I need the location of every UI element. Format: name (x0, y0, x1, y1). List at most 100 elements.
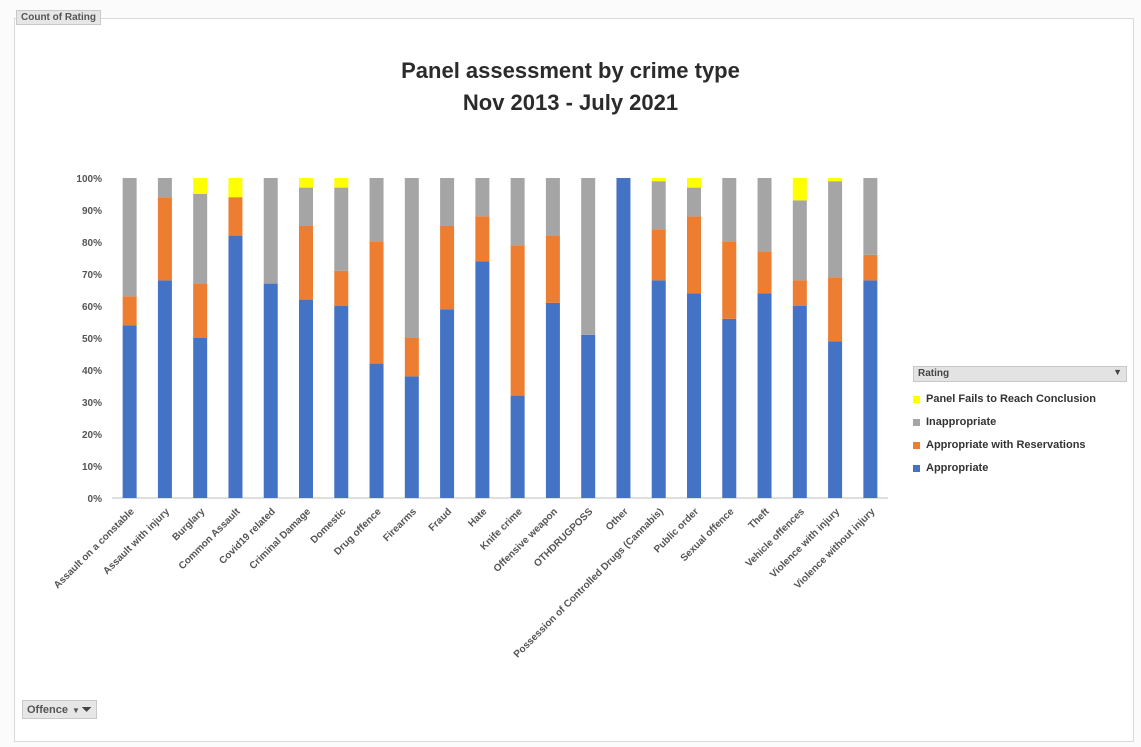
bar-segment (193, 283, 208, 338)
bar-segment (157, 280, 172, 498)
axis-field-label: Offence (27, 704, 68, 716)
bar-segment (828, 341, 843, 498)
bar-segment (440, 309, 455, 498)
bar-segment (228, 235, 243, 498)
legend-swatch (913, 464, 920, 472)
bar-segment (687, 187, 701, 217)
dropdown-arrow-icon: ▼ (71, 706, 80, 715)
bar-segment (157, 197, 172, 281)
x-tick-label: Offensive weapon (492, 506, 560, 574)
legend-title: Rating (918, 368, 950, 379)
bar-segment (687, 293, 701, 498)
filter-icon: ⏷ (81, 702, 92, 716)
y-tick-label: 50% (82, 334, 102, 345)
legend-label: Appropriate with Reservations (926, 439, 1086, 451)
bar-segment (687, 216, 701, 294)
chart-title: Panel assessment by crime type (401, 58, 740, 83)
x-tick-label: Firearms (381, 506, 419, 544)
y-tick-label: 30% (82, 398, 102, 409)
bar-segment (722, 178, 737, 242)
legend-label: Appropriate (926, 462, 989, 474)
x-tick-label: Assault with injury (101, 506, 172, 577)
chart-subtitle: Nov 2013 - July 2021 (462, 90, 679, 115)
x-tick-label: Theft (747, 506, 773, 532)
bar-segment (757, 293, 772, 498)
bar-segment (369, 178, 384, 242)
legend-item: Panel Fails to Reach Conclusion (913, 393, 1127, 405)
legend-field-button[interactable]: Rating ▼ (913, 366, 1127, 382)
bar-segment (122, 325, 137, 498)
y-tick-label: 70% (82, 270, 102, 281)
bar-segment (404, 178, 419, 338)
legend-item: Appropriate (913, 462, 1127, 474)
bar-segment (792, 280, 807, 306)
y-tick-label: 60% (82, 302, 102, 313)
bar-segment (263, 283, 278, 498)
bar-segment (299, 226, 313, 300)
x-tick-label: Burglary (170, 506, 207, 543)
bar-segment (404, 376, 419, 498)
x-tick-label: Fraud (427, 506, 454, 533)
bar-segment (157, 178, 172, 198)
bar-segment (863, 178, 878, 255)
bar-segment (263, 178, 278, 284)
bar-segment (687, 178, 701, 188)
legend-swatch (913, 395, 920, 403)
legend-items: Panel Fails to Reach Conclusion Inappropr… (913, 393, 1127, 474)
y-tick-label: 20% (82, 430, 102, 441)
y-tick-label: 80% (82, 238, 102, 249)
bar-segment (334, 306, 349, 498)
legend-item: Appropriate with Reservations (913, 439, 1127, 451)
legend-label: Panel Fails to Reach Conclusion (926, 393, 1096, 405)
bar-segment (792, 178, 807, 201)
bar-segment (475, 178, 490, 217)
legend: Rating ▼ Panel Fails to Reach Conclusion I… (913, 366, 1127, 474)
bar-segment (722, 242, 737, 319)
x-tick-label: Violence with injury (768, 506, 842, 580)
bar-segment (475, 261, 490, 498)
x-tick-label: Hate (466, 506, 489, 529)
bar-segment (722, 318, 737, 498)
dropdown-arrow-icon: ▼ (1113, 367, 1122, 377)
bar-segment (616, 178, 631, 498)
value-field-button[interactable]: Count of Rating (16, 10, 101, 25)
bar-segment (545, 302, 560, 498)
bar-segment (299, 178, 313, 188)
bar-segment (369, 363, 384, 498)
bar-segment (299, 187, 313, 226)
bar-segment (757, 178, 772, 252)
bar-segment (334, 187, 349, 271)
y-tick-label: 10% (82, 462, 102, 473)
bar-segment (510, 395, 525, 498)
bar-segment (545, 178, 560, 236)
y-tick-label: 90% (82, 206, 102, 217)
legend-swatch (913, 441, 920, 449)
bar-segment (299, 299, 313, 498)
bar-segment (510, 178, 525, 246)
y-tick-label: 40% (82, 366, 102, 377)
bar-segment (581, 334, 596, 498)
axis-field-button[interactable]: Offence ▼ ⏷ (22, 700, 97, 719)
bar-segment (122, 178, 137, 297)
bar-segment (828, 277, 843, 342)
bar-segment (792, 200, 807, 281)
bar-segment (228, 178, 243, 198)
legend-item: Inappropriate (913, 416, 1127, 428)
bar-segment (581, 178, 596, 335)
bar-segment (863, 254, 878, 281)
bar-segment (440, 178, 455, 226)
bar-segment (863, 280, 878, 498)
bar-segment (651, 280, 666, 498)
bar-segment (828, 181, 843, 278)
x-tick-label: Common Assault (177, 506, 243, 572)
x-tick-label: Other (604, 506, 631, 533)
bar-segment (228, 197, 243, 236)
bar-segment (828, 178, 843, 182)
bar-segment (404, 338, 419, 377)
y-tick-label: 0% (88, 494, 103, 505)
bar-segment (334, 270, 349, 306)
bar-segment (651, 178, 666, 182)
bar-segment (193, 194, 208, 284)
legend-swatch (913, 418, 920, 426)
